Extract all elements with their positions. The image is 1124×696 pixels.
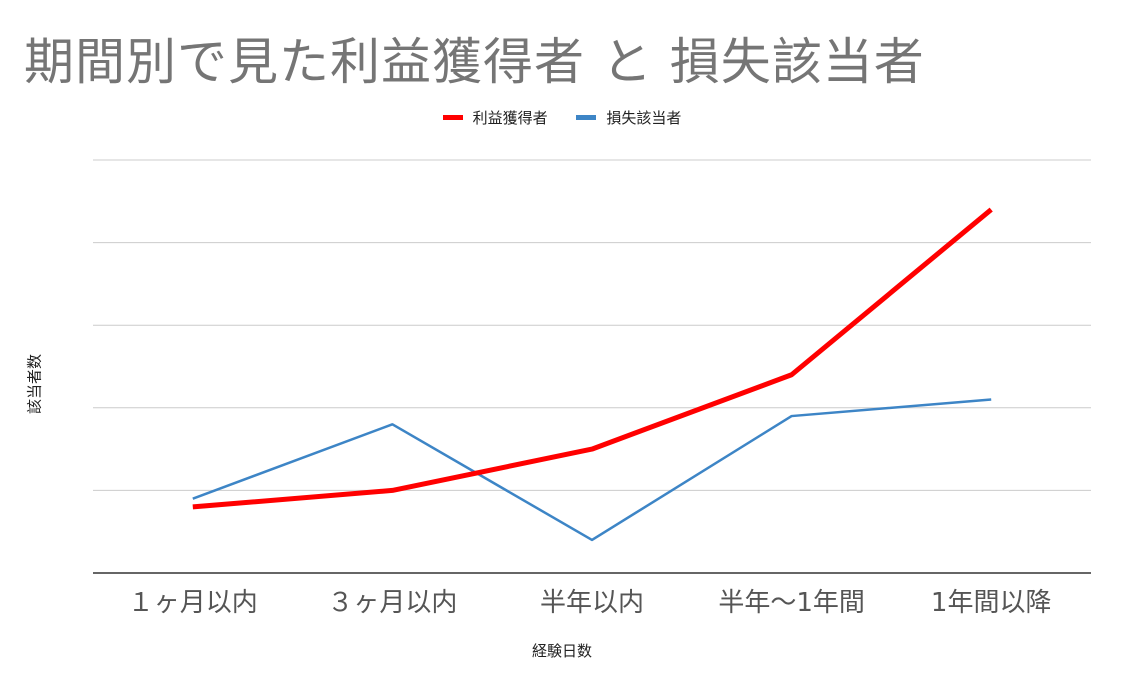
series-line-profit bbox=[192, 207, 993, 510]
x-axis-label: 経験日数 bbox=[531, 642, 592, 660]
series-line-loss bbox=[192, 398, 992, 542]
legend-label-loss: 損失該当者 bbox=[606, 109, 682, 127]
chart-title: 期間別で見た利益獲得者 と 損失該当者 bbox=[24, 33, 925, 91]
legend-item-profit: 利益獲得者 bbox=[442, 107, 548, 128]
x-tick-label: 半年〜1年間 bbox=[718, 588, 865, 618]
x-tick-label: １ヶ月以内 bbox=[128, 588, 258, 618]
legend-swatch-loss bbox=[576, 115, 597, 120]
legend: 利益獲得者 損失該当者 bbox=[0, 106, 1124, 128]
legend-label-profit: 利益獲得者 bbox=[472, 109, 548, 127]
x-tick-label: ３ヶ月以内 bbox=[327, 588, 457, 618]
x-tick-label: 1年間以降 bbox=[931, 588, 1052, 618]
x-tick-label: 半年以内 bbox=[540, 588, 644, 618]
legend-item-loss: 損失該当者 bbox=[576, 107, 681, 128]
legend-swatch-profit bbox=[442, 115, 463, 120]
